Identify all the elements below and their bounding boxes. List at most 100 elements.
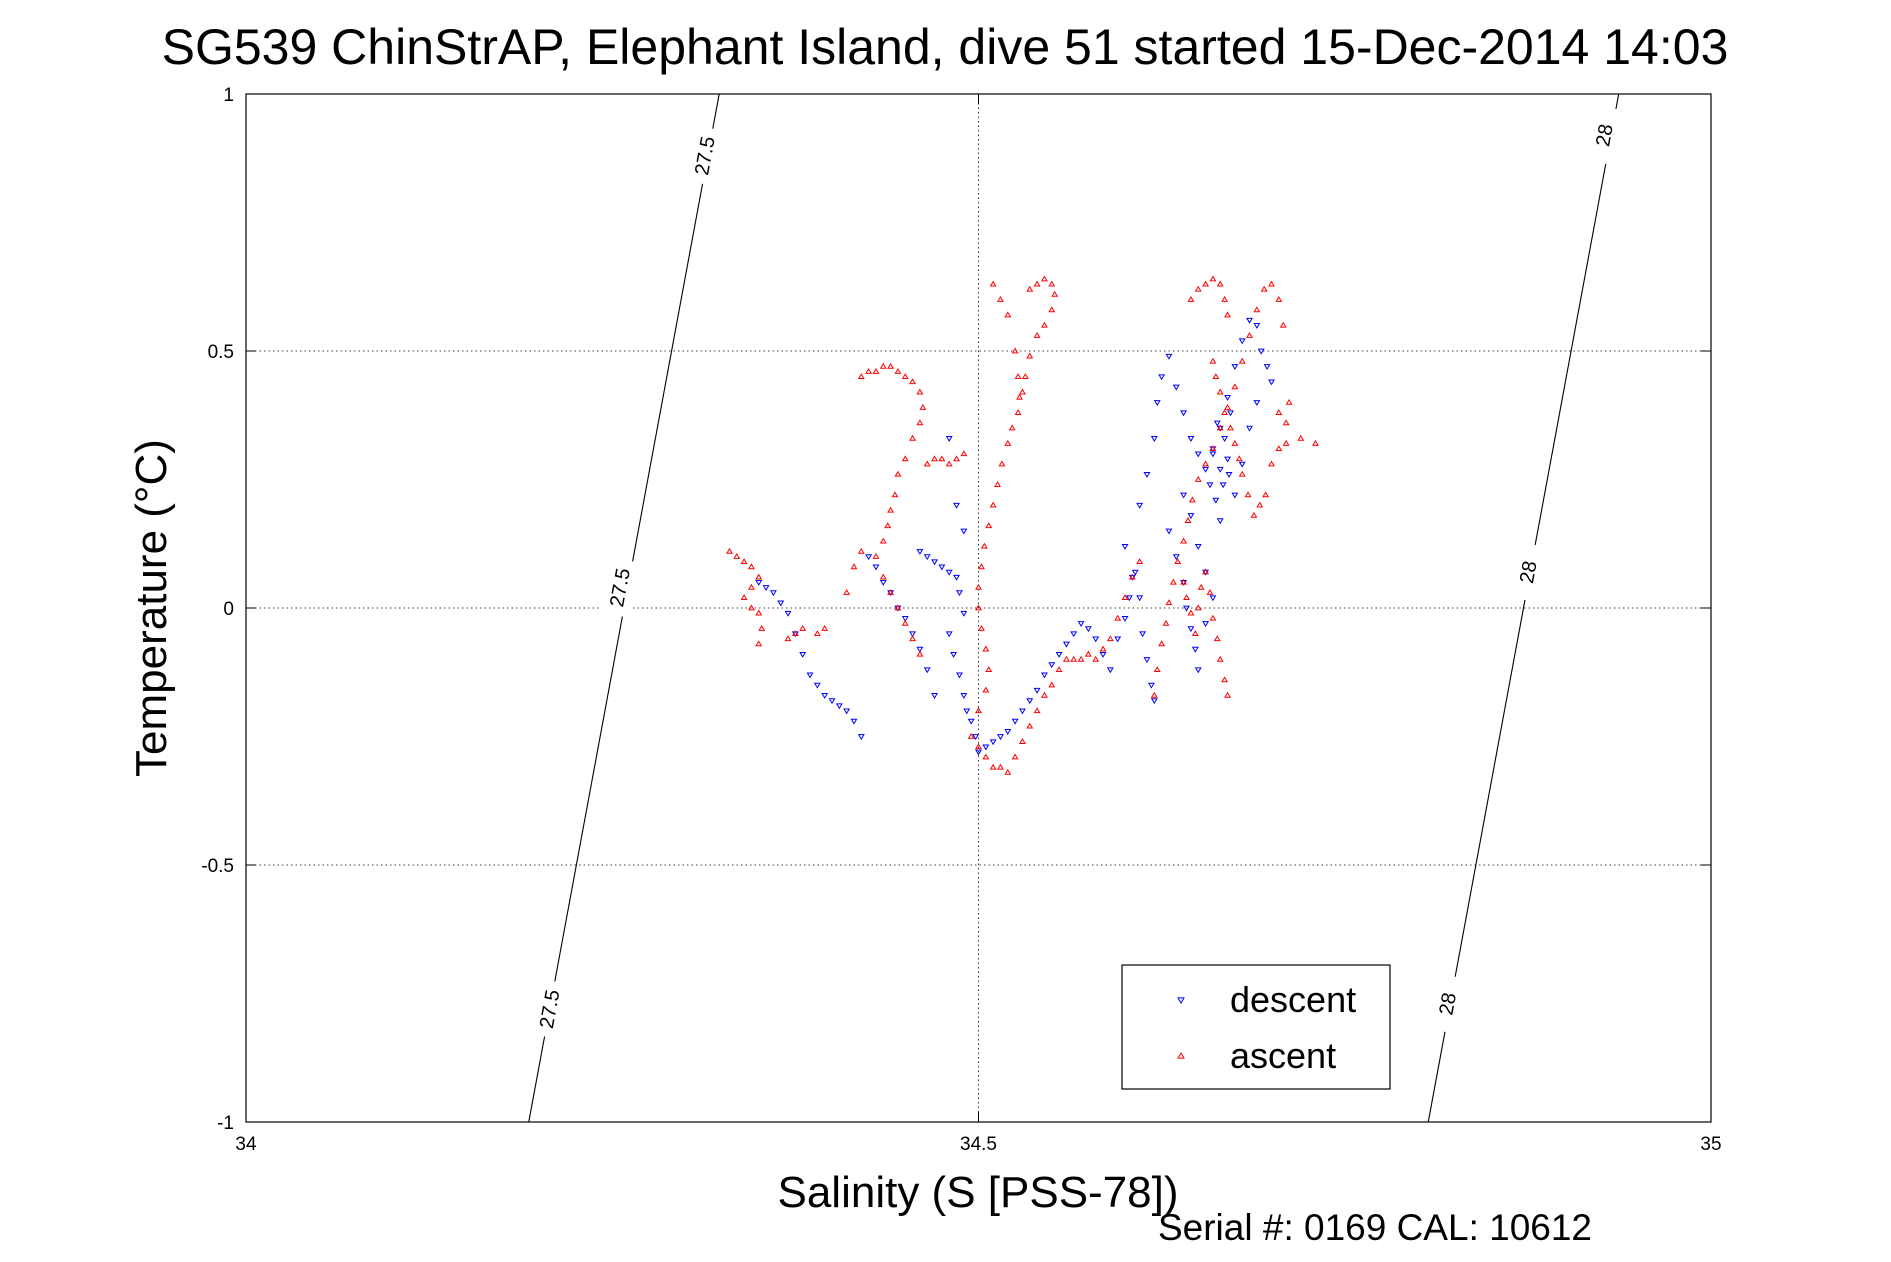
ascent-point: [1169, 578, 1177, 585]
ascent-point: [923, 460, 931, 467]
ascent-point: [1092, 655, 1100, 662]
descent-point: [955, 672, 963, 679]
descent-point: [1187, 513, 1195, 520]
ascent-point: [740, 594, 748, 601]
ascent-point: [758, 624, 766, 631]
ascent-point: [1150, 691, 1158, 698]
descent-point: [1221, 436, 1229, 442]
ascent-point: [989, 280, 997, 287]
descent-point: [1011, 718, 1019, 725]
descent-point: [821, 693, 829, 699]
ascent-point: [1026, 285, 1034, 292]
ascent-point: [1040, 321, 1048, 328]
ascent-point: [1256, 501, 1264, 508]
descent-point: [1172, 384, 1180, 391]
descent-point: [1213, 420, 1221, 427]
ascent-point: [725, 547, 733, 554]
ascent-point: [872, 553, 880, 559]
descent-point: [923, 554, 931, 561]
y-tick-label: -1: [217, 1113, 234, 1134]
descent-point: [1099, 651, 1107, 658]
descent-point: [1180, 410, 1188, 417]
descent-point: [997, 734, 1004, 741]
descent-point: [850, 718, 858, 725]
ascent-point: [1033, 331, 1041, 338]
ascent-point: [1114, 614, 1122, 621]
ascent-point: [1209, 357, 1217, 364]
ascent-point: [1187, 609, 1195, 616]
descent-point: [1004, 729, 1012, 735]
data-points: [725, 275, 1319, 775]
serial-cal-label: Serial #: 0169 CAL: 10612: [1158, 1207, 1592, 1248]
ascent-point: [1055, 666, 1063, 672]
descent-point: [813, 682, 821, 689]
descent-point: [879, 579, 887, 586]
ascent-point: [1221, 296, 1229, 302]
ascent-point: [1040, 275, 1048, 282]
descent-point: [938, 564, 946, 571]
ascent-point: [1018, 388, 1026, 395]
ascent-point: [872, 367, 880, 374]
descent-point: [872, 564, 880, 571]
ascent-point: [1121, 594, 1129, 601]
ascent-point: [850, 563, 858, 570]
descent-point: [865, 554, 873, 561]
ascent-point: [1184, 517, 1192, 523]
descent-point: [1131, 569, 1139, 576]
ascent-point: [1275, 445, 1283, 451]
ascent-point: [755, 640, 763, 647]
ascent-point: [1221, 676, 1229, 683]
descent-point: [960, 528, 968, 535]
axis-ticks: 34 34.5 35 -1 -0.5 0 0.5 1: [201, 85, 1721, 1155]
ascent-point: [989, 763, 997, 770]
descent-point: [953, 574, 960, 581]
descent-point: [1191, 646, 1199, 653]
ascent-point: [1014, 409, 1022, 415]
ascent-point: [994, 481, 1002, 487]
ascent-point: [747, 583, 755, 590]
ascent-point: [985, 522, 993, 529]
ascent-point: [1106, 635, 1114, 642]
ascent-point: [894, 367, 902, 374]
ascent-point: [1253, 306, 1261, 313]
descent-point: [945, 436, 953, 442]
y-tick-label: -0.5: [201, 856, 234, 877]
ascent-point: [1187, 296, 1195, 302]
ascent-point: [977, 624, 985, 631]
descent-point: [1062, 641, 1070, 648]
ascent-point: [909, 378, 917, 385]
contour-label-gap: [599, 557, 640, 618]
legend-marker-ascent: [1177, 1052, 1185, 1059]
ascent-point: [1191, 630, 1199, 637]
ascent-point: [945, 460, 953, 467]
ascent-point: [1285, 398, 1293, 405]
ascent-point: [1275, 296, 1283, 302]
ascent-point: [879, 362, 887, 369]
ascent-point: [799, 624, 807, 631]
descent-point: [784, 610, 792, 617]
density-contour-label: 28: [1592, 122, 1618, 148]
descent-point: [1231, 364, 1239, 371]
descent-point: [1026, 698, 1034, 705]
descent-point: [1194, 451, 1202, 458]
contour-label-gap: [1427, 973, 1468, 1035]
grid-lines: [246, 94, 1711, 1122]
ascent-point: [1180, 578, 1188, 585]
descent-point: [1165, 528, 1173, 535]
legend-label-descent: descent: [1230, 979, 1356, 1020]
y-tick-label: 0.5: [208, 342, 234, 363]
descent-point: [1136, 595, 1144, 602]
descent-point: [835, 703, 843, 710]
ascent-point: [1162, 619, 1170, 626]
ascent-point: [998, 460, 1006, 467]
ascent-point: [1216, 280, 1224, 287]
ascent-point: [909, 635, 917, 642]
ascent-point: [1224, 691, 1232, 698]
contour-label-gap: [529, 978, 570, 1040]
ascent-point: [1238, 357, 1246, 364]
descent-point: [960, 693, 968, 699]
ascent-point: [901, 373, 909, 380]
ascent-point: [982, 753, 990, 760]
